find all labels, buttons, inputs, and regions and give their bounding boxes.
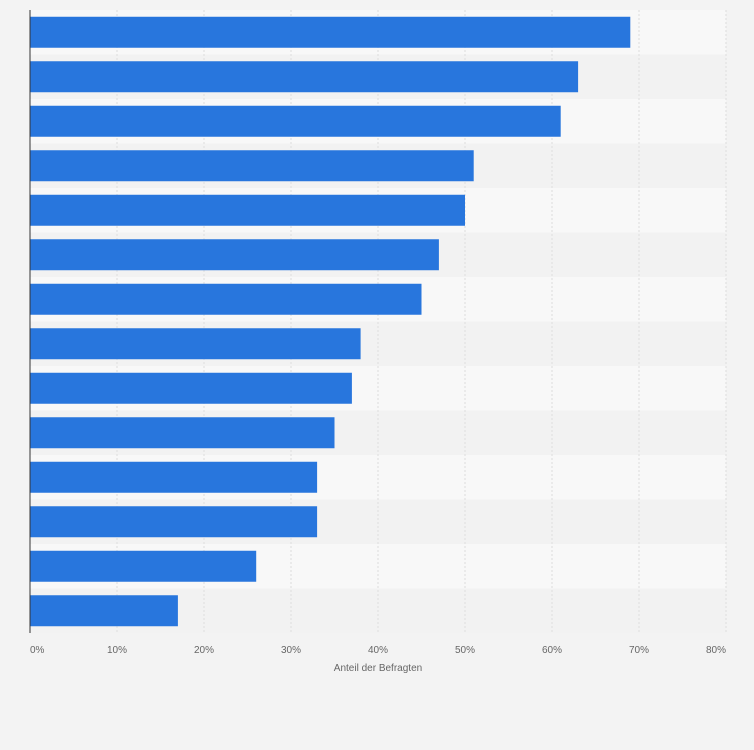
x-tick-label: 0% [30, 645, 45, 656]
bar[interactable] [30, 372, 352, 404]
x-tick-label: 30% [281, 645, 301, 656]
bar[interactable] [30, 150, 474, 182]
bars [30, 16, 631, 627]
x-tick-label: 20% [194, 645, 214, 656]
bar[interactable] [30, 283, 422, 315]
x-tick-label: 50% [455, 645, 475, 656]
bar[interactable] [30, 194, 465, 226]
x-tick-label: 70% [629, 645, 649, 656]
bar[interactable] [30, 595, 178, 627]
bar[interactable] [30, 16, 631, 48]
bar[interactable] [30, 461, 318, 493]
x-tick-label: 40% [368, 645, 388, 656]
x-tick-label: 60% [542, 645, 562, 656]
bar[interactable] [30, 506, 318, 538]
bar[interactable] [30, 239, 439, 271]
x-tick-label: 10% [107, 645, 127, 656]
bar[interactable] [30, 328, 361, 360]
bar[interactable] [30, 61, 579, 93]
bar[interactable] [30, 550, 257, 582]
bar[interactable] [30, 417, 335, 449]
x-axis-title: Anteil der Befragten [334, 663, 422, 674]
x-axis-ticks: 0% 10% 20% 30% 40% 50% 60% 70% 80% [30, 645, 726, 656]
x-tick-label: 80% [706, 645, 726, 656]
bar[interactable] [30, 105, 561, 137]
